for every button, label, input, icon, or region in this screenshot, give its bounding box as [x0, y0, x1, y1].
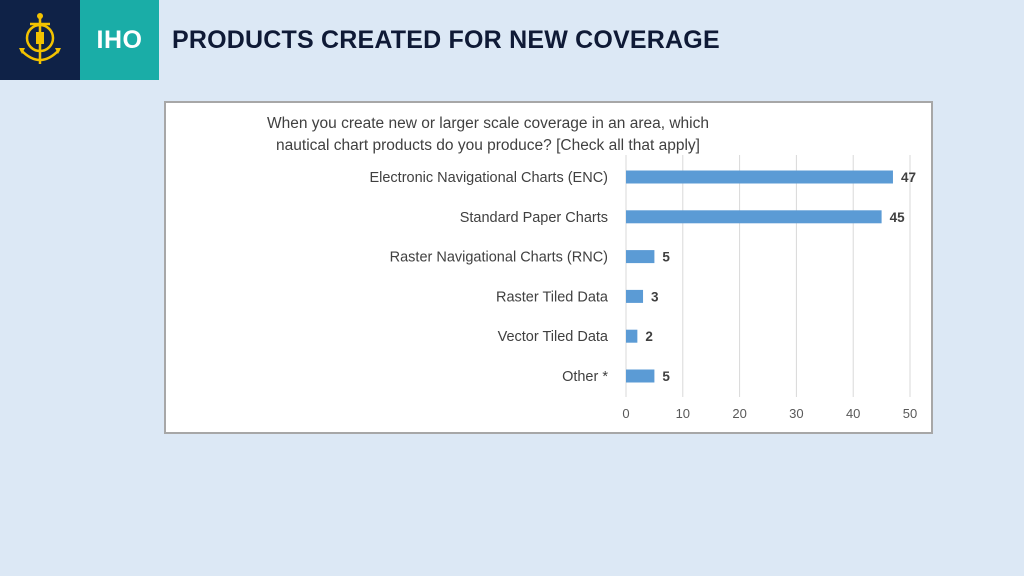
data-label: 2 [645, 329, 653, 344]
category-label: Standard Paper Charts [460, 210, 608, 226]
page-title: PRODUCTS CREATED FOR NEW COVERAGE [172, 26, 720, 54]
x-tick-label: 40 [846, 406, 860, 421]
x-tick-label: 10 [676, 406, 690, 421]
bar [626, 210, 882, 224]
iho-logo [0, 0, 80, 80]
bar [626, 369, 655, 383]
anchor-emblem-icon [19, 13, 61, 64]
chart-title-line-2: nautical chart products do you produce? … [276, 137, 700, 154]
data-label: 3 [651, 289, 659, 304]
brand-label: IHO [80, 0, 159, 80]
category-label: Other * [562, 369, 608, 385]
bar-chart: When you create new or larger scale cove… [267, 115, 917, 421]
bar [626, 329, 638, 343]
x-tick-label: 30 [789, 406, 803, 421]
category-label: Electronic Navigational Charts (ENC) [369, 170, 608, 186]
category-label: Raster Tiled Data [496, 289, 609, 305]
chart-panel: When you create new or larger scale cove… [164, 101, 933, 434]
bar [626, 289, 644, 303]
x-tick-label: 0 [622, 406, 629, 421]
category-label: Vector Tiled Data [498, 329, 609, 345]
bar [626, 170, 893, 184]
x-tick-label: 50 [903, 406, 917, 421]
data-label: 5 [662, 250, 670, 265]
x-tick-label: 20 [732, 406, 746, 421]
data-label: 5 [662, 369, 670, 384]
data-label: 47 [901, 170, 916, 185]
chart-title-line-1: When you create new or larger scale cove… [267, 115, 709, 132]
data-label: 45 [890, 210, 906, 225]
bar [626, 250, 655, 264]
category-label: Raster Navigational Charts (RNC) [390, 250, 608, 266]
